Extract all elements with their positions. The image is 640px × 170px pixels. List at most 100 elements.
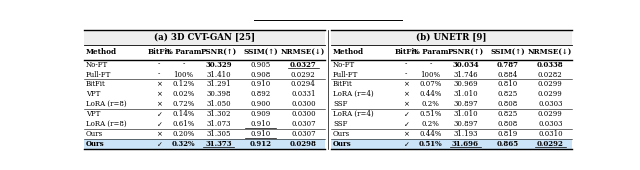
Text: 0.808: 0.808 bbox=[497, 100, 518, 108]
Text: SSF: SSF bbox=[333, 100, 348, 108]
Text: PSNR(↑): PSNR(↑) bbox=[447, 48, 483, 56]
Text: 0.900: 0.900 bbox=[250, 100, 271, 108]
Bar bbox=[331, 139, 572, 149]
Text: Full-FT: Full-FT bbox=[333, 71, 358, 79]
Text: 0.910: 0.910 bbox=[250, 80, 271, 88]
Text: 31.696: 31.696 bbox=[452, 140, 479, 148]
Text: $\times$: $\times$ bbox=[403, 100, 410, 108]
Text: 31.291: 31.291 bbox=[206, 80, 230, 88]
Text: 30.034: 30.034 bbox=[452, 61, 479, 69]
Text: % Param: % Param bbox=[166, 48, 201, 56]
Text: 30.329: 30.329 bbox=[205, 61, 232, 69]
Text: 0.808: 0.808 bbox=[497, 120, 518, 128]
Text: 0.0338: 0.0338 bbox=[537, 61, 564, 69]
Text: $\checkmark$: $\checkmark$ bbox=[403, 140, 410, 148]
Text: 0.905: 0.905 bbox=[250, 61, 271, 69]
Text: 31.050: 31.050 bbox=[206, 100, 230, 108]
Text: 31.746: 31.746 bbox=[453, 71, 477, 79]
Bar bbox=[84, 30, 325, 45]
Text: 31.305: 31.305 bbox=[206, 130, 230, 138]
Text: 0.61%: 0.61% bbox=[172, 120, 195, 128]
Text: (a) 3D CVT-GAN [25]: (a) 3D CVT-GAN [25] bbox=[154, 33, 255, 42]
Text: $\checkmark$: $\checkmark$ bbox=[403, 120, 410, 128]
Text: NRMSE(↓): NRMSE(↓) bbox=[528, 48, 573, 56]
Text: $\checkmark$: $\checkmark$ bbox=[156, 110, 163, 118]
Text: 0.2%: 0.2% bbox=[422, 100, 439, 108]
Text: LoRA (r=8): LoRA (r=8) bbox=[86, 100, 127, 108]
Text: No-FT: No-FT bbox=[333, 61, 355, 69]
Text: $\times$: $\times$ bbox=[156, 90, 163, 99]
Text: -: - bbox=[182, 61, 184, 69]
Text: 0.51%: 0.51% bbox=[419, 110, 442, 118]
Text: $\times$: $\times$ bbox=[403, 130, 410, 138]
Text: 0.909: 0.909 bbox=[250, 110, 271, 118]
Text: 0.825: 0.825 bbox=[497, 90, 518, 98]
Text: $\checkmark$: $\checkmark$ bbox=[156, 140, 163, 148]
Text: 0.910: 0.910 bbox=[250, 120, 271, 128]
Text: BitFit: BitFit bbox=[86, 80, 106, 88]
Text: 0.0282: 0.0282 bbox=[538, 71, 563, 79]
Text: 0.44%: 0.44% bbox=[419, 130, 442, 138]
Text: 0.892: 0.892 bbox=[250, 90, 271, 98]
Text: 0.910: 0.910 bbox=[250, 130, 271, 138]
Text: Full-FT: Full-FT bbox=[86, 71, 111, 79]
Text: 31.302: 31.302 bbox=[206, 110, 230, 118]
Text: 0.819: 0.819 bbox=[497, 130, 518, 138]
Text: Method: Method bbox=[86, 48, 117, 56]
Text: -: - bbox=[158, 61, 161, 69]
Text: 0.0292: 0.0292 bbox=[291, 71, 316, 79]
Text: 0.0331: 0.0331 bbox=[291, 90, 316, 98]
Text: BitFit: BitFit bbox=[394, 48, 418, 56]
Text: NRMSE(↓): NRMSE(↓) bbox=[281, 48, 326, 56]
Text: $\times$: $\times$ bbox=[156, 100, 163, 108]
Text: -: - bbox=[405, 61, 408, 69]
Text: 0.2%: 0.2% bbox=[422, 120, 439, 128]
Text: VPT: VPT bbox=[86, 90, 100, 98]
Text: 0.884: 0.884 bbox=[497, 71, 518, 79]
Text: LoRA (r=4): LoRA (r=4) bbox=[333, 90, 374, 98]
Text: No-FT: No-FT bbox=[86, 61, 108, 69]
Text: LoRA (r=4): LoRA (r=4) bbox=[333, 110, 374, 118]
Text: $\checkmark$: $\checkmark$ bbox=[403, 110, 410, 118]
Text: 0.12%: 0.12% bbox=[172, 80, 195, 88]
Text: BitFit: BitFit bbox=[333, 80, 353, 88]
Text: 0.787: 0.787 bbox=[497, 61, 518, 69]
Text: $\times$: $\times$ bbox=[403, 80, 410, 89]
Text: 30.897: 30.897 bbox=[453, 100, 477, 108]
Text: 0.32%: 0.32% bbox=[172, 140, 195, 148]
Text: 0.51%: 0.51% bbox=[419, 140, 442, 148]
Text: 31.010: 31.010 bbox=[453, 90, 477, 98]
Text: 0.07%: 0.07% bbox=[419, 80, 442, 88]
Text: SSIM(↑): SSIM(↑) bbox=[243, 48, 278, 56]
Text: SSIM(↑): SSIM(↑) bbox=[490, 48, 525, 56]
Text: SSF: SSF bbox=[333, 120, 348, 128]
Text: 0.0310: 0.0310 bbox=[538, 130, 563, 138]
Text: 0.20%: 0.20% bbox=[172, 130, 195, 138]
Text: -: - bbox=[158, 71, 161, 79]
Text: 0.912: 0.912 bbox=[250, 140, 271, 148]
Text: $\times$: $\times$ bbox=[156, 80, 163, 89]
Text: 0.908: 0.908 bbox=[250, 71, 271, 79]
Bar bbox=[84, 139, 325, 149]
Text: 0.0294: 0.0294 bbox=[291, 80, 316, 88]
Text: 0.825: 0.825 bbox=[497, 110, 518, 118]
Text: 100%: 100% bbox=[173, 71, 193, 79]
Text: 0.810: 0.810 bbox=[497, 80, 518, 88]
Text: 0.0292: 0.0292 bbox=[537, 140, 564, 148]
Text: 0.0299: 0.0299 bbox=[538, 110, 563, 118]
Text: 0.0303: 0.0303 bbox=[538, 100, 563, 108]
Text: 100%: 100% bbox=[420, 71, 440, 79]
Text: 0.0307: 0.0307 bbox=[291, 120, 316, 128]
Text: $\checkmark$: $\checkmark$ bbox=[156, 120, 163, 128]
Text: 0.0300: 0.0300 bbox=[291, 100, 316, 108]
Text: 0.0303: 0.0303 bbox=[538, 120, 563, 128]
Text: 30.897: 30.897 bbox=[453, 120, 477, 128]
Text: 0.14%: 0.14% bbox=[172, 110, 195, 118]
Bar bbox=[331, 30, 572, 45]
Text: PSNR(↑): PSNR(↑) bbox=[200, 48, 237, 56]
Text: Ours: Ours bbox=[86, 130, 103, 138]
Text: 0.02%: 0.02% bbox=[172, 90, 195, 98]
Text: Ours: Ours bbox=[333, 130, 350, 138]
Text: 0.0299: 0.0299 bbox=[538, 80, 563, 88]
Text: 0.0327: 0.0327 bbox=[290, 61, 317, 69]
